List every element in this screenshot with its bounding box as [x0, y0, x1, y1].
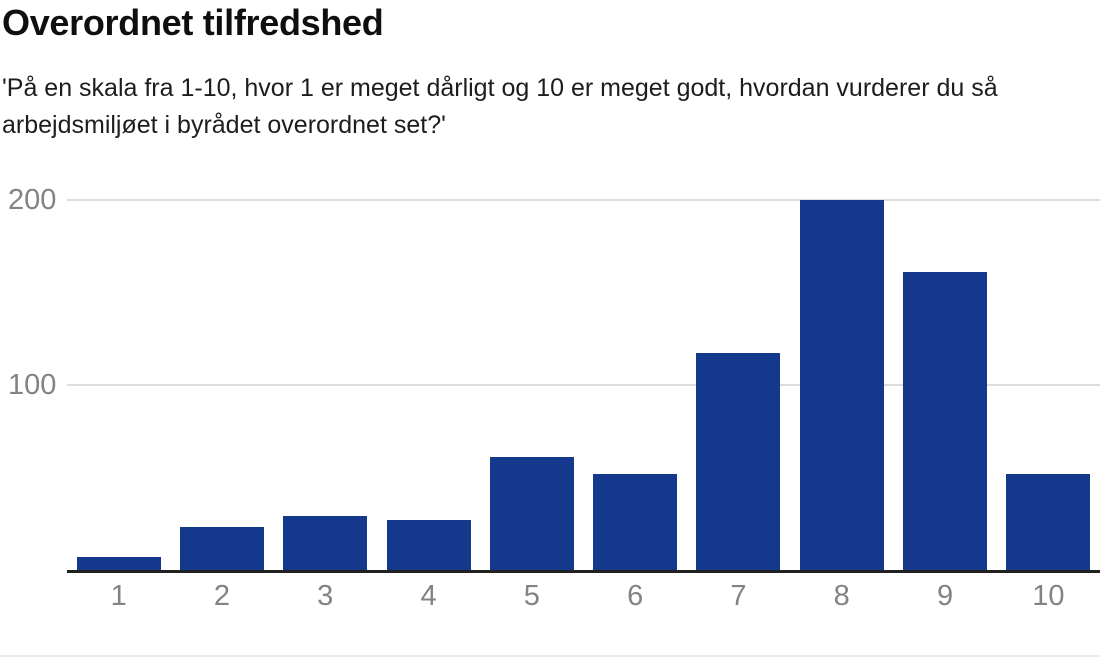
x-axis-labels: 1 2 3 4 5 6 7 8 9 10 [67, 578, 1100, 614]
bar-slot [790, 170, 893, 570]
x-tick-label: 4 [420, 580, 437, 612]
x-tick-label: 3 [317, 580, 334, 612]
chart-title: Overordnet tilfredshed [2, 2, 384, 43]
bar-slot [893, 170, 996, 570]
bar-4 [386, 520, 471, 570]
bottom-divider [0, 655, 1100, 657]
bar-9 [903, 271, 988, 570]
bar-slot [377, 170, 480, 570]
x-tick-label: 2 [213, 580, 231, 612]
bar-slot [274, 170, 377, 570]
bar-slot [583, 170, 686, 570]
y-tick-label: 100 [8, 368, 57, 401]
chart-subtitle: 'På en skala fra 1-10, hvor 1 er meget d… [2, 74, 998, 139]
gridline [67, 383, 1100, 386]
bar-6 [593, 473, 678, 570]
x-tick-label: 9 [936, 580, 954, 612]
bar-slot [67, 170, 170, 570]
bar-10 [1006, 473, 1091, 570]
bar-7 [696, 353, 781, 570]
y-tick-label: 200 [8, 183, 57, 216]
bar-1 [76, 557, 161, 570]
x-tick-label: 7 [730, 580, 747, 612]
plot-area [67, 170, 1100, 570]
x-tick-label: 6 [627, 580, 644, 612]
bar-8 [799, 199, 884, 570]
bar-slot [480, 170, 583, 570]
bar-slot [170, 170, 273, 570]
bar-3 [283, 516, 368, 570]
bar-slot [997, 170, 1100, 570]
x-axis-line [67, 570, 1100, 573]
bar-5 [489, 457, 574, 570]
x-tick-label: 8 [833, 580, 850, 612]
x-tick-label: 5 [523, 580, 540, 612]
bar-2 [179, 527, 264, 570]
bar-slot [687, 170, 790, 570]
x-tick-label: 10 [1032, 580, 1065, 612]
bar-chart: 1 2 3 4 5 6 7 8 9 10 100 200 [0, 170, 1100, 620]
x-tick-label: 1 [110, 580, 127, 612]
bars-row [67, 170, 1100, 570]
gridline [67, 198, 1100, 201]
